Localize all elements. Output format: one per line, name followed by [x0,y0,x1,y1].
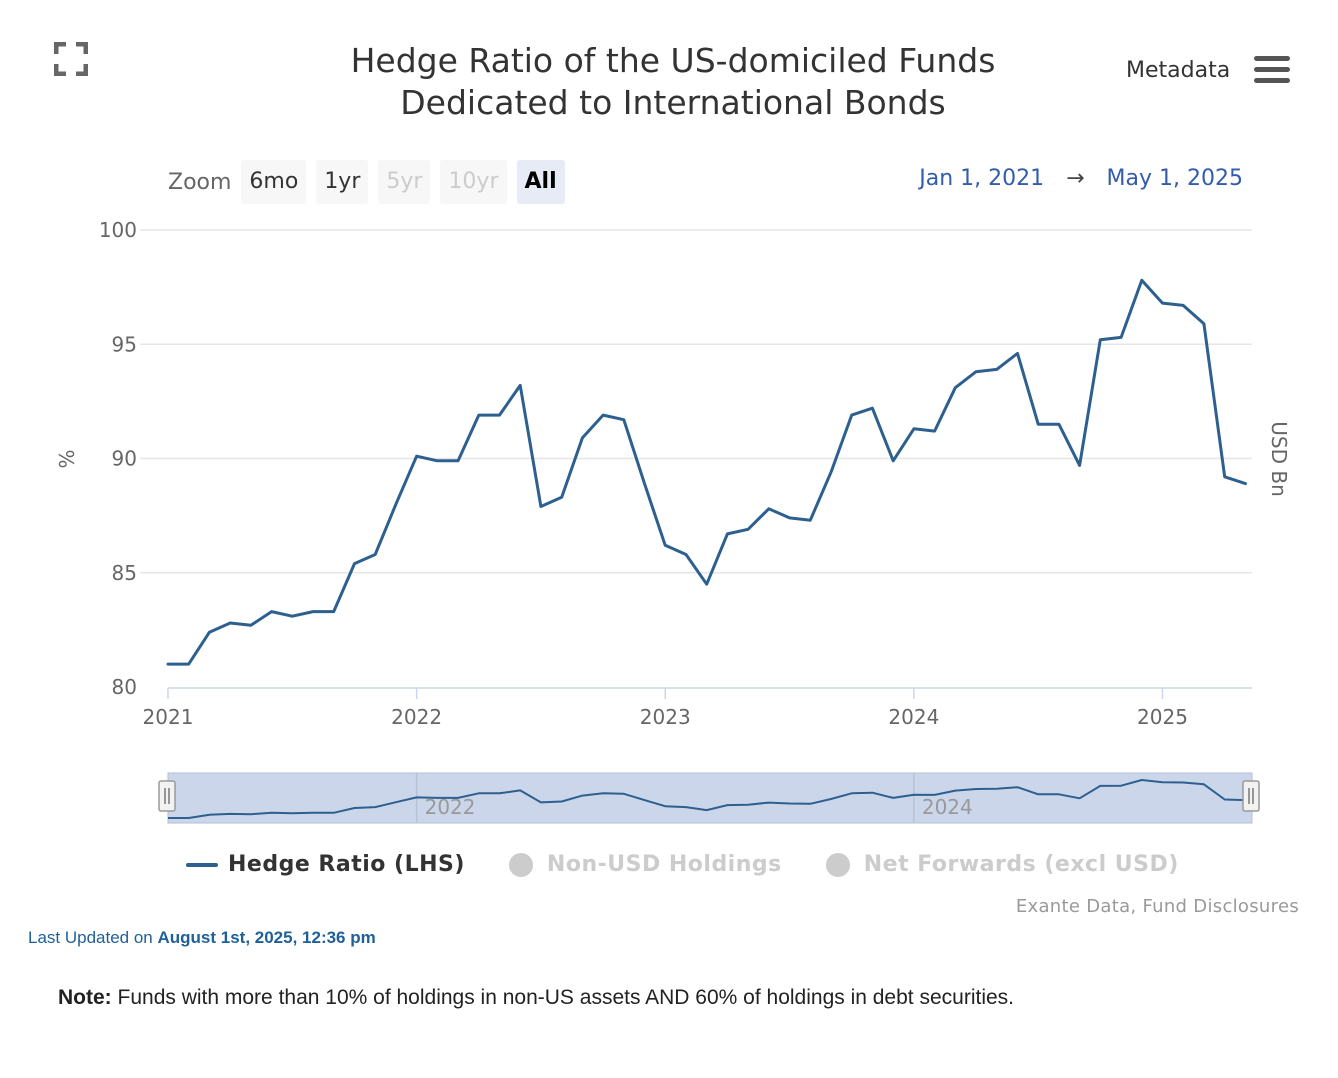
chart-title: Hedge Ratio of the US-domiciled Funds De… [260,40,1086,124]
navigator-handle-body [1242,780,1260,812]
last-updated-prefix: Last Updated on [28,928,158,947]
navigator-tick-label: 2022 [425,795,476,819]
series-line-hedge-ratio [166,278,1247,666]
legend-label-non-usd-holdings: Non-USD Holdings [546,852,782,877]
y-axis-title-right: USD Bn [1267,421,1291,497]
legend-dot-marker [825,852,850,877]
navigator-handle-body [158,780,176,812]
fullscreen-button[interactable] [53,41,89,77]
hamburger-icon [1254,56,1291,83]
range-from-input[interactable]: Jan 1, 2021 [919,166,1045,191]
fullscreen-icon [53,41,89,77]
legend-item-non-usd-holdings[interactable]: Non-USD Holdings [508,852,782,877]
chart-title-line-1: Hedge Ratio of the US-domiciled Funds [350,41,996,80]
note-label: Note: [58,986,112,1009]
zoom-label: Zoom [168,169,232,195]
x-tick-label: 2024 [888,705,939,729]
legend-label-hedge-ratio: Hedge Ratio (LHS) [228,852,465,877]
range-to-input[interactable]: May 1, 2025 [1106,166,1243,191]
legend-dot-marker [508,852,533,877]
x-tick-label: 2023 [640,705,691,729]
metadata-menu-button[interactable]: Metadata [1126,56,1291,84]
legend-line-marker [186,862,218,867]
last-updated-value: August 1st, 2025, 12:36 pm [157,928,376,947]
navigator-series-line [168,779,1246,819]
y-tick-label: 95 [112,332,137,356]
navigator-handle-right[interactable] [1242,780,1260,812]
zoom-1yr-button[interactable]: 1yr [316,160,369,204]
zoom-5yr-button[interactable]: 5yr [378,160,431,204]
legend-item-hedge-ratio[interactable]: Hedge Ratio (LHS) [186,852,465,877]
zoom-10yr-button[interactable]: 10yr [440,160,507,204]
note: Note: Funds with more than 10% of holdin… [58,986,1014,1010]
legend-label-net-forwards: Net Forwards (excl USD) [863,852,1179,877]
x-tick-label: 2022 [391,705,442,729]
y-tick-label: 85 [112,561,137,585]
chart-canvas: 80 85 90 95 100 2021 2022 2023 2024 2025% USD Bn 20… [55,218,1291,824]
metadata-label: Metadata [1126,57,1231,83]
y-tick-label: 90 [112,447,137,471]
zoom-toolbar: Zoom 6mo 1yr 5yr 10yr All [168,160,575,204]
navigator-handle-left[interactable] [158,780,176,812]
navigator-window [167,772,1253,824]
x-tick-label: 2025 [1137,705,1188,729]
y-axis-title-left: % [55,449,79,468]
navigator-tick-label: 2024 [922,795,973,819]
chart-title-line-2: Dedicated to International Bonds [400,83,946,122]
x-tick-label: 2021 [143,705,194,729]
date-range-selector: Jan 1, 2021 → May 1, 2025 [919,166,1243,191]
source-credit: Exante Data, Fund Disclosures [1015,896,1299,917]
y-tick-label: 100 [99,218,137,242]
chart-legend: Hedge Ratio (LHS) Non-USD Holdings Net F… [186,852,1223,877]
zoom-6mo-button[interactable]: 6mo [241,160,307,204]
last-updated: Last Updated on August 1st, 2025, 12:36 … [28,928,376,948]
note-text: Funds with more than 10% of holdings in … [111,986,1015,1009]
y-tick-label: 80 [112,675,137,699]
range-arrow-icon: → [1066,166,1085,191]
zoom-all-button[interactable]: All [516,160,565,204]
legend-item-net-forwards[interactable]: Net Forwards (excl USD) [825,852,1179,877]
